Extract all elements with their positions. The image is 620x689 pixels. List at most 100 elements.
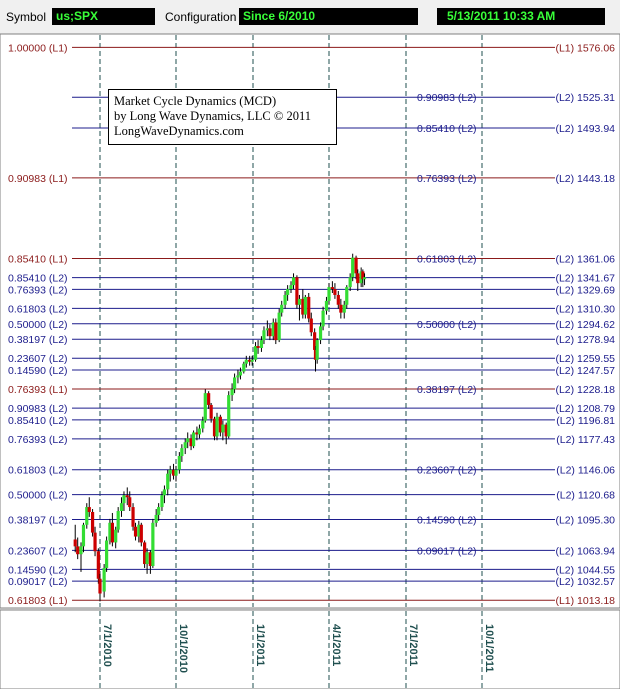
candle [183, 438, 187, 455]
candle [90, 509, 95, 537]
candle-body [339, 304, 343, 313]
candle [148, 550, 152, 574]
level-label: (L2) 1177.43 [556, 434, 615, 446]
level-label: (L2) 1247.57 [555, 365, 615, 377]
toolbar: Symbol us;SPX Configuration Since 6/2010… [0, 0, 620, 34]
date-label: 4/1/2011 [330, 624, 342, 666]
level-label: 0.85410 (L2) [417, 123, 477, 135]
candle [283, 291, 287, 309]
candle-body [313, 349, 318, 360]
candle-body [359, 271, 363, 284]
candle-body [125, 495, 129, 498]
candle-body [102, 567, 106, 592]
candle-body [122, 495, 126, 504]
candle [232, 373, 237, 394]
candle [289, 281, 293, 293]
candle-body [166, 473, 170, 490]
candle-body [274, 322, 278, 341]
candle [114, 526, 118, 549]
candle-body [280, 304, 284, 313]
candle [177, 452, 181, 474]
candle-body [230, 389, 234, 396]
candle [110, 512, 114, 547]
candle [98, 573, 102, 602]
candle-body [203, 393, 207, 421]
candle [171, 463, 176, 480]
level-label: 0.23607 (L2) [417, 465, 477, 477]
candle-body [227, 395, 231, 437]
candle-body [297, 298, 302, 305]
candle [362, 273, 367, 286]
level-label: (L2) 1294.62 [555, 319, 615, 331]
candle-body [268, 328, 272, 337]
candle [348, 273, 352, 292]
level-label: (L2) 1044.55 [555, 564, 615, 576]
candle [342, 300, 346, 319]
candle-body [207, 393, 211, 405]
level-label: 0.14590 (L2) [8, 564, 68, 576]
configuration-field[interactable]: Since 6/2010 [239, 8, 418, 25]
candle-body [262, 330, 266, 341]
candle-body [143, 542, 147, 565]
level-label: 0.23607 (L2) [8, 545, 68, 557]
candle [160, 491, 164, 512]
candle [131, 503, 135, 531]
candle [313, 346, 318, 372]
candle-body [195, 432, 199, 435]
candle-body [128, 497, 132, 508]
candle-body [209, 404, 213, 419]
candle [336, 291, 340, 309]
candle [218, 414, 222, 437]
candle [87, 497, 91, 517]
candle [105, 536, 109, 572]
symbol-field[interactable]: us;SPX [52, 8, 155, 25]
candle-body [224, 424, 228, 437]
candle-body [79, 546, 83, 555]
candle-body [73, 539, 77, 547]
candle [143, 540, 147, 568]
candle-body [238, 371, 243, 376]
candle-body [259, 340, 264, 348]
candle [186, 432, 190, 449]
candle [277, 308, 281, 343]
level-label: (L2) 1032.57 [555, 576, 615, 588]
candle-body [309, 318, 313, 333]
candle-body [271, 322, 275, 337]
candle [207, 391, 211, 409]
candle-body [114, 529, 118, 543]
candle-body [174, 469, 178, 476]
candle [307, 292, 311, 323]
candle-body [265, 328, 269, 331]
candle [215, 412, 219, 441]
level-label: 0.61803 (L2) [8, 465, 68, 477]
candle [262, 326, 266, 345]
candle [197, 424, 202, 439]
date-axis-panel [0, 609, 620, 689]
candle-body [160, 495, 164, 508]
candle [318, 322, 323, 345]
level-label: 0.23607 (L2) [8, 353, 68, 365]
candle [79, 542, 83, 572]
candle-body [139, 524, 143, 543]
candle [244, 355, 248, 368]
candle-body [253, 346, 258, 360]
candle-body [85, 507, 89, 525]
candle [333, 283, 337, 299]
date-label: 7/1/2010 [101, 624, 113, 667]
candle [236, 369, 240, 384]
level-label: 0.09017 (L2) [417, 545, 477, 557]
candle [361, 269, 365, 288]
candle [139, 522, 143, 547]
symbol-label: Symbol [6, 10, 47, 24]
level-label: (L2) 1278.94 [555, 334, 615, 346]
candle-body [93, 532, 97, 552]
candle-body [110, 522, 114, 543]
candle-body [105, 540, 109, 568]
level-label: 0.38197 (L2) [8, 515, 68, 527]
candle [315, 338, 319, 364]
candle-body [356, 273, 360, 284]
candle [154, 509, 158, 527]
candle-body [286, 289, 290, 295]
candle [286, 285, 290, 301]
level-label: (L2) 1443.18 [555, 173, 615, 185]
